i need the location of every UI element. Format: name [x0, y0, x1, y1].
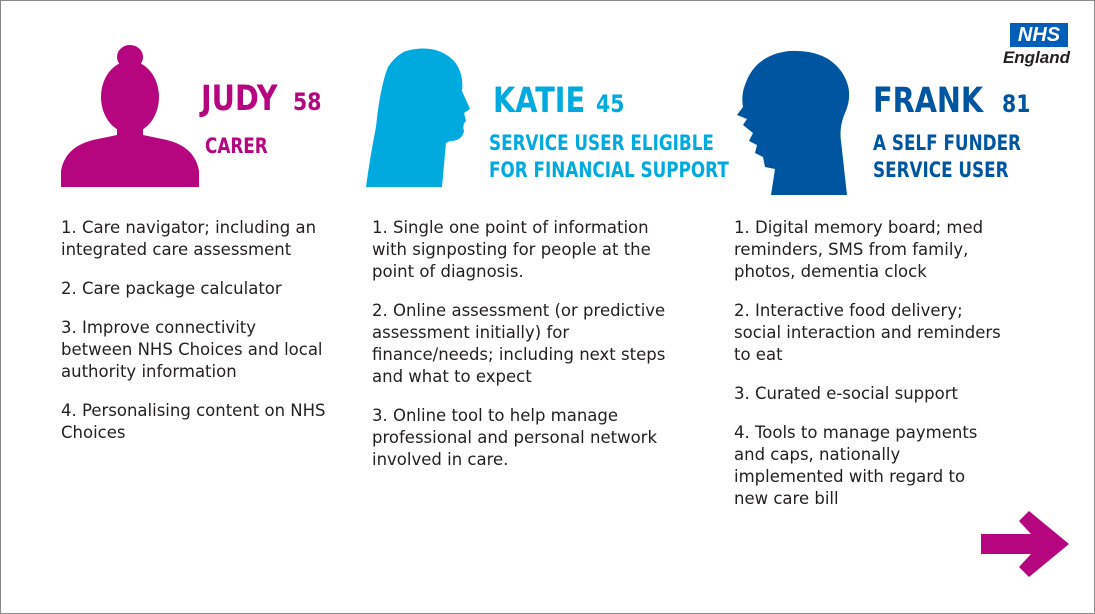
list-item: 1. Digital memory board; med reminders, … — [734, 218, 984, 281]
list-item: 3. Online tool to help manage profession… — [372, 406, 658, 469]
persona-role-line: CARER — [205, 134, 268, 158]
persona-role-line: FOR FINANCIAL SUPPORT — [489, 158, 729, 182]
list-item: 2. Online assessment (or predictive asse… — [372, 301, 666, 386]
katie-name-row: KATIE 45 — [493, 81, 630, 121]
persona-age: 81 — [1002, 90, 1031, 118]
persona-name: JUDY — [201, 79, 278, 119]
list-item: 4. Personalising content on NHS Choices — [61, 401, 326, 442]
persona-name: KATIE — [493, 81, 586, 121]
persona-role-line: SERVICE USER ELIGIBLE — [489, 131, 714, 155]
frank-name-row: FRANK 81 — [873, 81, 1036, 121]
persona-age: 58 — [293, 88, 322, 116]
nhs-logo-region: England — [1002, 48, 1070, 67]
persona-role-line: SERVICE USER — [873, 158, 1009, 182]
list-item: 3. Curated e-social support — [734, 384, 958, 403]
list-item: 3. Improve connectivity between NHS Choi… — [61, 318, 323, 381]
judy-points-list: 1. Care navigator; including an integrat… — [61, 217, 361, 461]
nhs-england-logo: NHS England — [994, 23, 1070, 68]
right-arrow-icon[interactable] — [981, 511, 1069, 577]
persona-role: A SELF FUNDER SERVICE USER — [873, 130, 1021, 184]
judy-name-row: JUDY 58 — [201, 79, 327, 119]
katie-points-list: 1. Single one point of information with … — [372, 217, 692, 488]
list-item: 1. Single one point of information with … — [372, 218, 651, 281]
elderly-male-profile-head-icon — [737, 50, 850, 195]
list-item: 1. Care navigator; including an integrat… — [61, 218, 317, 259]
female-profile-head-icon — [366, 48, 470, 187]
frank-points-list: 1. Digital memory board; med reminders, … — [734, 217, 1034, 527]
list-item: 2. Interactive food delivery; social int… — [734, 301, 1001, 364]
persona-role-line: A SELF FUNDER — [873, 131, 1021, 155]
list-item: 2. Care package calculator — [61, 279, 282, 298]
persona-age: 45 — [596, 90, 625, 118]
persona-role: SERVICE USER ELIGIBLE FOR FINANCIAL SUPP… — [489, 130, 729, 184]
female-bun-head-icon — [61, 45, 199, 187]
persona-role: CARER — [205, 133, 268, 160]
nhs-logo-box: NHS — [1010, 23, 1068, 47]
list-item: 4. Tools to manage payments and caps, na… — [734, 423, 978, 508]
persona-name: FRANK — [873, 81, 984, 121]
